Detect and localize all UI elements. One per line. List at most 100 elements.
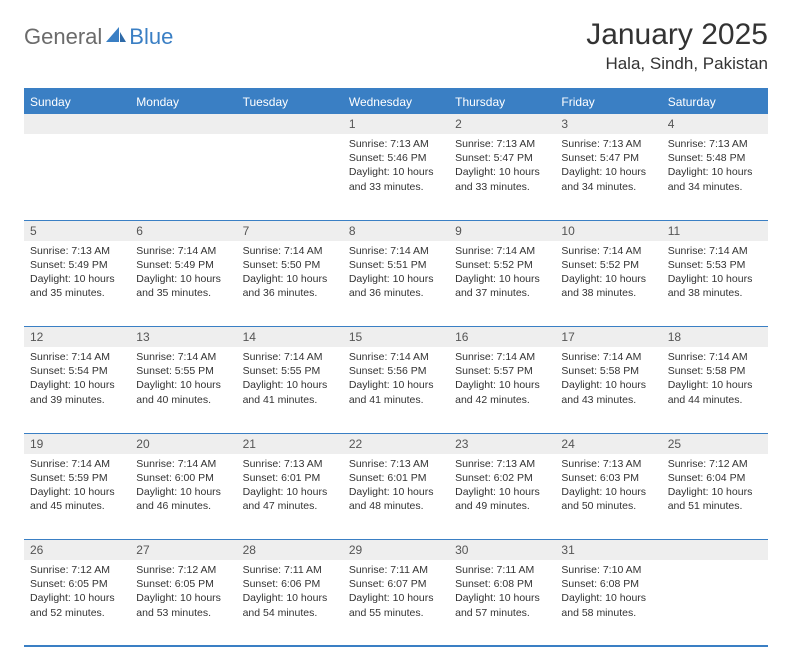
sunrise-text: Sunrise: 7:14 AM — [349, 244, 443, 258]
day-number: 15 — [343, 327, 449, 348]
day-number: 7 — [237, 220, 343, 241]
sunset-text: Sunset: 5:49 PM — [30, 258, 124, 272]
sunrise-text: Sunrise: 7:13 AM — [30, 244, 124, 258]
sunset-text: Sunset: 6:00 PM — [136, 471, 230, 485]
day-number: 21 — [237, 433, 343, 454]
day-cell: Sunrise: 7:12 AMSunset: 6:05 PMDaylight:… — [24, 560, 130, 646]
day-cell: Sunrise: 7:11 AMSunset: 6:08 PMDaylight:… — [449, 560, 555, 646]
day-cell: Sunrise: 7:14 AMSunset: 5:56 PMDaylight:… — [343, 347, 449, 433]
month-title: January 2025 — [586, 18, 768, 52]
sunset-text: Sunset: 5:50 PM — [243, 258, 337, 272]
day-cell: Sunrise: 7:14 AMSunset: 5:51 PMDaylight:… — [343, 241, 449, 327]
day-number: 28 — [237, 540, 343, 561]
day-cell — [662, 560, 768, 646]
sunrise-text: Sunrise: 7:13 AM — [243, 457, 337, 471]
day-cell: Sunrise: 7:12 AMSunset: 6:05 PMDaylight:… — [130, 560, 236, 646]
day-number: 2 — [449, 114, 555, 134]
weekday-header: Wednesday — [343, 89, 449, 114]
header: General Blue January 2025 Hala, Sindh, P… — [24, 18, 768, 74]
sunset-text: Sunset: 6:01 PM — [349, 471, 443, 485]
day-number-row: 12131415161718 — [24, 327, 768, 348]
sunrise-text: Sunrise: 7:12 AM — [30, 563, 124, 577]
day-number: 14 — [237, 327, 343, 348]
daylight-text: Daylight: 10 hours and 52 minutes. — [30, 591, 124, 619]
day-cell: Sunrise: 7:14 AMSunset: 5:58 PMDaylight:… — [662, 347, 768, 433]
sunset-text: Sunset: 6:05 PM — [136, 577, 230, 591]
sunset-text: Sunset: 6:03 PM — [561, 471, 655, 485]
daylight-text: Daylight: 10 hours and 37 minutes. — [455, 272, 549, 300]
sunset-text: Sunset: 5:49 PM — [136, 258, 230, 272]
day-number — [24, 114, 130, 134]
daylight-text: Daylight: 10 hours and 54 minutes. — [243, 591, 337, 619]
day-number: 29 — [343, 540, 449, 561]
day-cell: Sunrise: 7:13 AMSunset: 6:02 PMDaylight:… — [449, 454, 555, 540]
sunset-text: Sunset: 6:06 PM — [243, 577, 337, 591]
daylight-text: Daylight: 10 hours and 40 minutes. — [136, 378, 230, 406]
daylight-text: Daylight: 10 hours and 35 minutes. — [136, 272, 230, 300]
sunrise-text: Sunrise: 7:14 AM — [136, 244, 230, 258]
weekday-header: Saturday — [662, 89, 768, 114]
weekday-header: Friday — [555, 89, 661, 114]
sunset-text: Sunset: 5:52 PM — [561, 258, 655, 272]
day-number — [237, 114, 343, 134]
daylight-text: Daylight: 10 hours and 58 minutes. — [561, 591, 655, 619]
daylight-text: Daylight: 10 hours and 33 minutes. — [455, 165, 549, 193]
logo-text-general: General — [24, 24, 102, 50]
day-number: 3 — [555, 114, 661, 134]
daylight-text: Daylight: 10 hours and 35 minutes. — [30, 272, 124, 300]
sunset-text: Sunset: 6:01 PM — [243, 471, 337, 485]
day-number: 30 — [449, 540, 555, 561]
sunset-text: Sunset: 6:08 PM — [455, 577, 549, 591]
day-number: 13 — [130, 327, 236, 348]
sunset-text: Sunset: 5:57 PM — [455, 364, 549, 378]
day-content-row: Sunrise: 7:14 AMSunset: 5:54 PMDaylight:… — [24, 347, 768, 433]
sunset-text: Sunset: 5:58 PM — [668, 364, 762, 378]
sunrise-text: Sunrise: 7:13 AM — [455, 457, 549, 471]
daylight-text: Daylight: 10 hours and 34 minutes. — [561, 165, 655, 193]
day-cell: Sunrise: 7:14 AMSunset: 5:55 PMDaylight:… — [130, 347, 236, 433]
sunrise-text: Sunrise: 7:14 AM — [30, 457, 124, 471]
sunset-text: Sunset: 6:08 PM — [561, 577, 655, 591]
sunset-text: Sunset: 6:07 PM — [349, 577, 443, 591]
daylight-text: Daylight: 10 hours and 57 minutes. — [455, 591, 549, 619]
daylight-text: Daylight: 10 hours and 41 minutes. — [243, 378, 337, 406]
sunset-text: Sunset: 6:02 PM — [455, 471, 549, 485]
daylight-text: Daylight: 10 hours and 33 minutes. — [349, 165, 443, 193]
day-cell: Sunrise: 7:14 AMSunset: 5:52 PMDaylight:… — [449, 241, 555, 327]
day-cell: Sunrise: 7:14 AMSunset: 5:58 PMDaylight:… — [555, 347, 661, 433]
sunrise-text: Sunrise: 7:14 AM — [136, 457, 230, 471]
day-cell: Sunrise: 7:13 AMSunset: 5:48 PMDaylight:… — [662, 134, 768, 220]
daylight-text: Daylight: 10 hours and 45 minutes. — [30, 485, 124, 513]
daylight-text: Daylight: 10 hours and 36 minutes. — [243, 272, 337, 300]
day-number: 9 — [449, 220, 555, 241]
sunrise-text: Sunrise: 7:12 AM — [136, 563, 230, 577]
sunrise-text: Sunrise: 7:12 AM — [668, 457, 762, 471]
sunrise-text: Sunrise: 7:13 AM — [455, 137, 549, 151]
logo: General Blue — [24, 24, 173, 50]
day-number: 18 — [662, 327, 768, 348]
sunrise-text: Sunrise: 7:11 AM — [455, 563, 549, 577]
sunset-text: Sunset: 5:55 PM — [243, 364, 337, 378]
sunset-text: Sunset: 5:53 PM — [668, 258, 762, 272]
daylight-text: Daylight: 10 hours and 38 minutes. — [561, 272, 655, 300]
day-content-row: Sunrise: 7:13 AMSunset: 5:46 PMDaylight:… — [24, 134, 768, 220]
sunrise-text: Sunrise: 7:14 AM — [455, 244, 549, 258]
day-cell: Sunrise: 7:13 AMSunset: 5:47 PMDaylight:… — [449, 134, 555, 220]
logo-sail-icon — [106, 26, 126, 49]
weekday-header: Monday — [130, 89, 236, 114]
day-cell: Sunrise: 7:14 AMSunset: 6:00 PMDaylight:… — [130, 454, 236, 540]
daylight-text: Daylight: 10 hours and 50 minutes. — [561, 485, 655, 513]
day-number: 20 — [130, 433, 236, 454]
day-number-row: 262728293031 — [24, 540, 768, 561]
day-content-row: Sunrise: 7:12 AMSunset: 6:05 PMDaylight:… — [24, 560, 768, 646]
daylight-text: Daylight: 10 hours and 47 minutes. — [243, 485, 337, 513]
day-number: 27 — [130, 540, 236, 561]
day-number — [662, 540, 768, 561]
logo-text-blue: Blue — [129, 24, 173, 50]
day-cell: Sunrise: 7:13 AMSunset: 5:46 PMDaylight:… — [343, 134, 449, 220]
day-cell: Sunrise: 7:11 AMSunset: 6:07 PMDaylight:… — [343, 560, 449, 646]
day-content-row: Sunrise: 7:13 AMSunset: 5:49 PMDaylight:… — [24, 241, 768, 327]
sunset-text: Sunset: 5:52 PM — [455, 258, 549, 272]
sunrise-text: Sunrise: 7:11 AM — [243, 563, 337, 577]
day-cell — [130, 134, 236, 220]
